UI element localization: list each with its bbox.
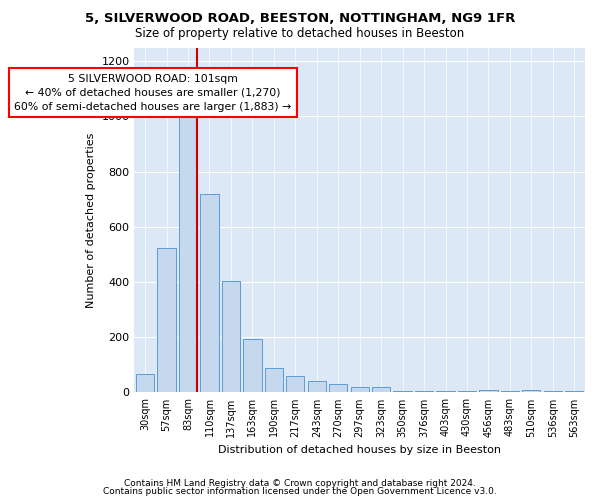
Bar: [136, 374, 154, 392]
Text: 5, SILVERWOOD ROAD, BEESTON, NOTTINGHAM, NG9 1FR: 5, SILVERWOOD ROAD, BEESTON, NOTTINGHAM,…: [85, 12, 515, 26]
Text: Contains public sector information licensed under the Open Government Licence v3: Contains public sector information licen…: [103, 487, 497, 496]
Bar: [565, 391, 583, 392]
X-axis label: Distribution of detached houses by size in Beeston: Distribution of detached houses by size …: [218, 445, 501, 455]
Text: 5 SILVERWOOD ROAD: 101sqm
← 40% of detached houses are smaller (1,270)
60% of se: 5 SILVERWOOD ROAD: 101sqm ← 40% of detac…: [14, 74, 292, 112]
Y-axis label: Number of detached properties: Number of detached properties: [86, 132, 96, 308]
Bar: [265, 368, 283, 392]
Bar: [458, 391, 476, 392]
Bar: [544, 391, 562, 392]
Bar: [436, 391, 455, 392]
Bar: [501, 391, 519, 392]
Bar: [350, 388, 369, 392]
Bar: [372, 388, 390, 392]
Bar: [415, 391, 433, 392]
Bar: [157, 248, 176, 392]
Text: Contains HM Land Registry data © Crown copyright and database right 2024.: Contains HM Land Registry data © Crown c…: [124, 478, 476, 488]
Bar: [394, 391, 412, 392]
Bar: [179, 116, 197, 392]
Bar: [308, 382, 326, 392]
Bar: [522, 390, 541, 392]
Bar: [222, 280, 240, 392]
Bar: [329, 384, 347, 392]
Bar: [286, 376, 304, 392]
Bar: [479, 390, 497, 392]
Text: Size of property relative to detached houses in Beeston: Size of property relative to detached ho…: [136, 28, 464, 40]
Bar: [200, 194, 218, 392]
Bar: [243, 338, 262, 392]
